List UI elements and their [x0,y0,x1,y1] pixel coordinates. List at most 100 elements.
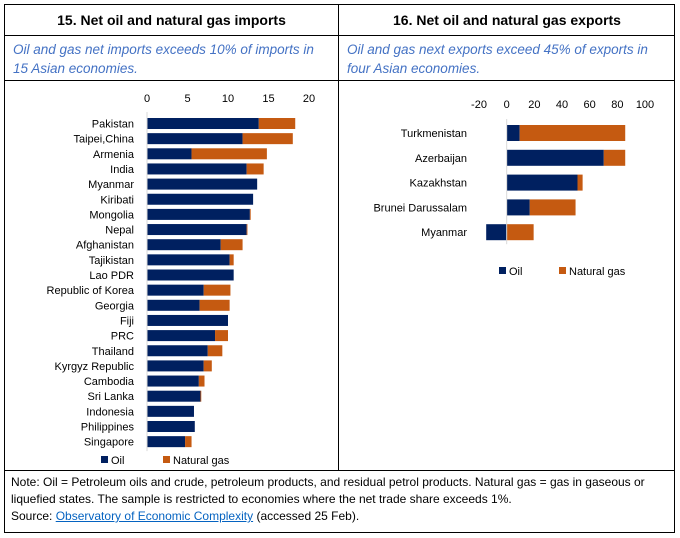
bar-oil [147,118,259,129]
bar-natural-gas [246,163,264,175]
category-label: India [110,164,135,176]
category-label: PRC [111,331,134,343]
source-label: Source: [11,509,56,523]
category-label: Nepal [105,225,134,237]
category-label: Indonesia [86,406,135,418]
chart-subtitle: Oil and gas net imports exceeds 10% of i… [5,36,338,81]
bar-natural-gas [200,390,202,402]
bar-natural-gas [215,330,228,342]
bar-oil [147,345,208,357]
x-tick-label: 60 [584,99,596,111]
bar-oil [147,330,216,342]
bar-natural-gas [203,284,231,296]
bar-natural-gas [220,239,243,251]
bar-oil [147,390,201,402]
bar-natural-gas [242,133,293,145]
chart-subtitle: Oil and gas next exports exceed 45% of e… [339,36,675,81]
bar-oil [147,133,243,145]
x-tick-label: 20 [303,93,315,105]
category-label: Turkmenistan [401,128,467,140]
legend-label: Oil [111,455,124,467]
bar-oil [486,224,507,241]
bar-oil [147,193,254,205]
bar-oil [147,239,221,251]
category-label: Thailand [92,346,134,358]
source-suffix: (accessed 25 Feb). [253,509,360,523]
legend-label: Natural gas [569,266,626,278]
category-label: Azerbaijan [415,153,467,165]
panel-imports: 15. Net oil and natural gas imports Oil … [5,5,339,470]
bar-natural-gas [603,149,626,166]
category-label: Myanmar [421,227,467,239]
category-label: Singapore [84,437,134,449]
x-tick-label: 40 [556,99,568,111]
bar-natural-gas [191,148,267,160]
imports-chart: 0 5 10 15 20 Pakistan Taipei,China Armenia India… [47,93,316,467]
bar-oil [147,148,192,160]
category-label: Republic of Korea [47,285,135,297]
chart-title: 16. Net oil and natural gas exports [339,5,675,36]
category-label: Lao PDR [89,270,134,282]
bar-oil [147,314,228,326]
note: Note: Oil = Petroleum oils and crude, pe… [5,470,674,528]
category-label: Myanmar [88,179,134,191]
source-link[interactable]: Observatory of Economic Complexity [55,509,254,523]
x-tick-label: -20 [471,99,487,111]
bar-natural-gas [519,125,626,141]
bar-oil [506,199,530,216]
category-label: Brunei Darussalam [373,202,467,214]
bar-natural-gas [199,299,230,311]
category-label: Kyrgyz Republic [55,361,135,373]
category-label: Mongolia [89,209,135,221]
bar-natural-gas [577,174,583,191]
bar-oil [147,224,247,236]
bar-oil [147,299,200,311]
bar-oil [506,125,520,141]
legend-swatch [559,267,566,274]
bar-natural-gas [185,436,192,448]
bar-natural-gas [203,360,212,372]
category-label: Georgia [95,300,135,312]
bar-oil [147,269,234,281]
x-tick-label: 80 [611,99,623,111]
bar-oil [147,360,204,372]
x-tick-label: 0 [504,99,510,111]
bar-oil [506,149,604,166]
category-label: Afghanistan [76,240,134,252]
x-tick-label: 15 [262,93,274,105]
legend-swatch [499,267,506,274]
x-tick-label: 20 [528,99,540,111]
bar-natural-gas [529,199,576,216]
legend-swatch [163,456,170,463]
legend-swatch [101,456,108,463]
bar-oil [147,254,230,266]
bar-natural-gas [198,375,205,387]
category-label: Tajikistan [89,255,134,267]
bar-oil [147,284,204,296]
legend-label: Oil [509,266,522,278]
source-line: Source: Observatory of Economic Complexi… [11,508,668,525]
bar-natural-gas [249,208,251,220]
figure-frame: 15. Net oil and natural gas imports Oil … [4,4,675,533]
category-label: Sri Lanka [88,391,135,403]
category-label: Fiji [120,315,134,327]
x-tick-label: 100 [636,99,654,111]
bar-oil [147,178,258,190]
chart-title: 15. Net oil and natural gas imports [5,5,338,36]
category-label: Armenia [93,149,135,161]
category-label: Cambodia [84,376,135,388]
category-label: Pakistan [92,119,134,131]
note-text: Note: Oil = Petroleum oils and crude, pe… [11,475,645,506]
exports-chart: -20 0 20 40 60 80 100 Turkmenistan Azerbaijan Kaz… [373,99,654,278]
bar-oil [147,436,186,448]
category-label: Philippines [81,422,135,434]
category-label: Kazakhstan [410,178,467,190]
x-tick-label: 0 [144,93,150,105]
x-tick-label: 5 [184,93,190,105]
bar-oil [147,375,199,387]
legend-label: Natural gas [173,455,230,467]
bar-natural-gas [258,118,296,129]
bar-oil [147,405,194,417]
bar-natural-gas [506,224,534,241]
x-tick-label: 10 [222,93,234,105]
